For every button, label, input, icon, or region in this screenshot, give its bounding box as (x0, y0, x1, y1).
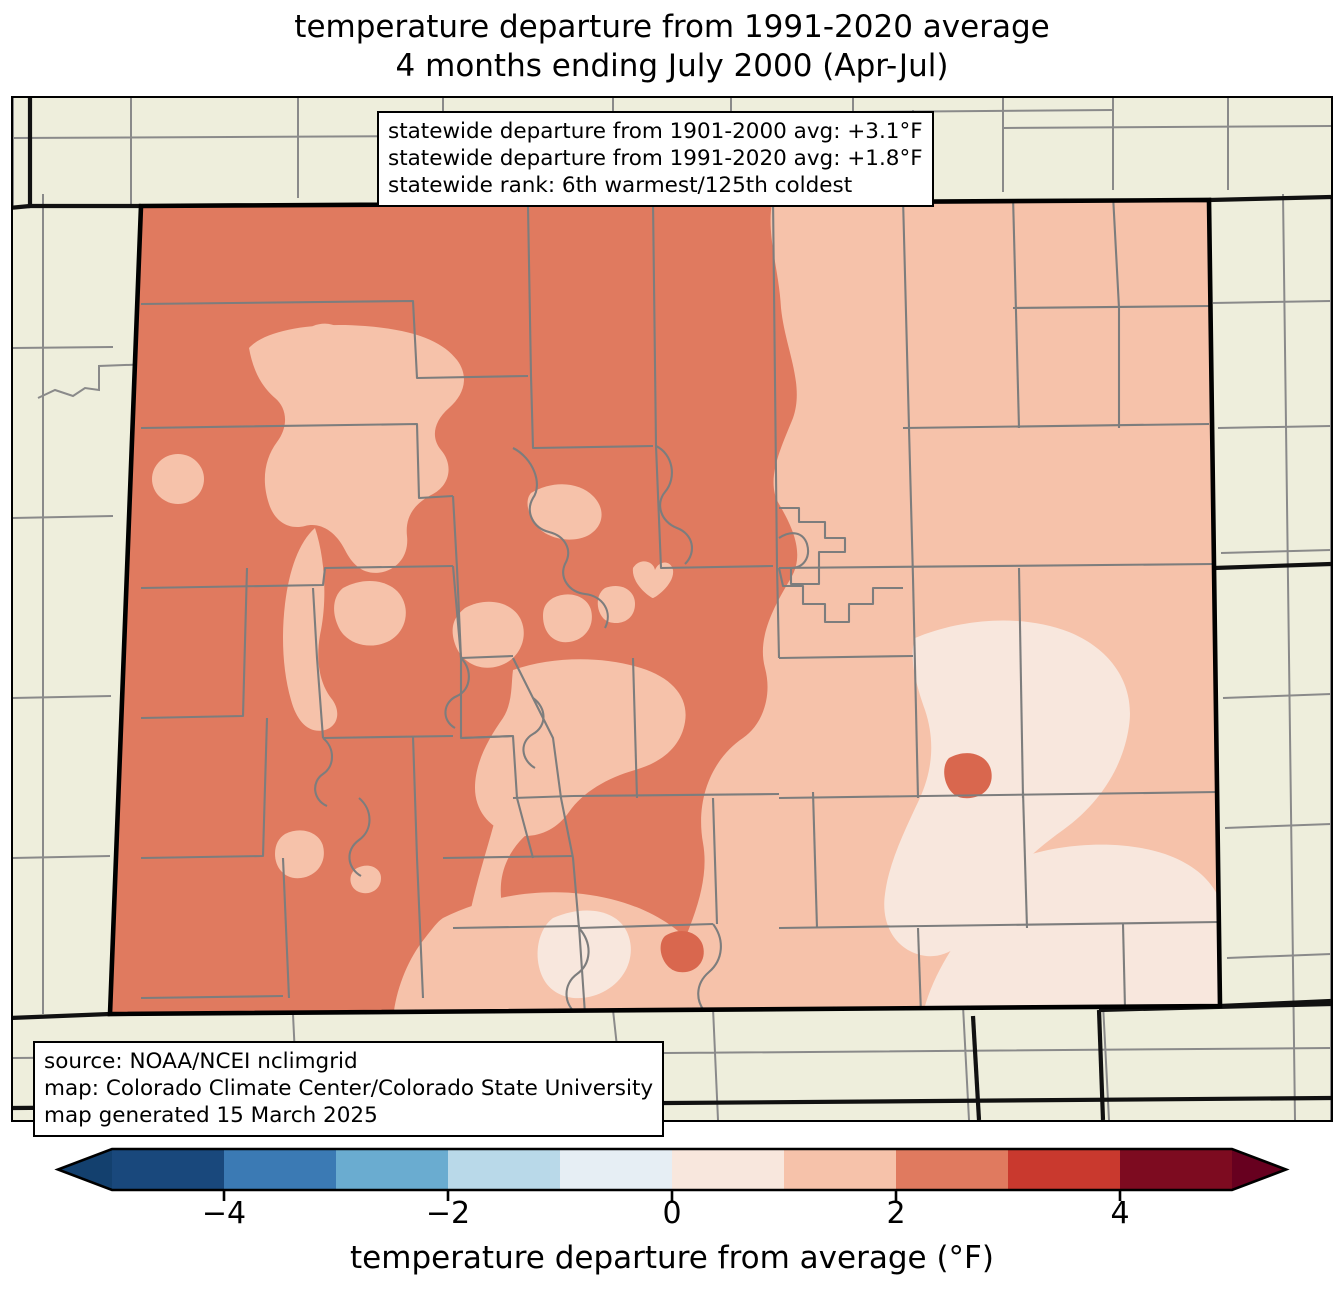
contour-band-darker-spots (660, 753, 992, 973)
colorbar-axis-label: temperature departure from average (°F) (350, 1240, 994, 1276)
colorbar-band-5 (672, 1149, 785, 1190)
title-line-1: temperature departure from 1991-2020 ave… (294, 9, 1050, 45)
colorbar-band-8 (1008, 1149, 1121, 1190)
title-line-2: 4 months ending July 2000 (Apr-Jul) (395, 48, 949, 84)
map-generated-line: map generated 15 March 2025 (44, 1103, 378, 1128)
stats-line-1991-2020: statewide departure from 1991-2020 avg: … (388, 146, 923, 171)
colorbar-under-arrow (58, 1149, 112, 1190)
colorbar-band-3 (448, 1149, 561, 1190)
colorbar-band-9 (1120, 1149, 1233, 1190)
colorbar-swatches (54, 1147, 1290, 1201)
statewide-stats-box: statewide departure from 1901-2000 avg: … (377, 111, 934, 207)
source-credit-box: source: NOAA/NCEI nclimgrid map: Colorad… (33, 1041, 665, 1137)
colorado-temperature-map (13, 98, 1331, 1120)
temperature-contour-fills (110, 200, 1220, 1014)
stats-line-1901-2000: statewide departure from 1901-2000 avg: … (388, 119, 923, 144)
contour-band-1to2 (152, 200, 1220, 1014)
colorbar-band-2 (336, 1149, 449, 1190)
colorbar-band-4 (560, 1149, 673, 1190)
colorbar-tick-label-0: −4 (201, 1196, 247, 1231)
stats-line-rank: statewide rank: 6th warmest/125th coldes… (388, 173, 853, 198)
map-panel (11, 96, 1333, 1122)
colorbar-outline (54, 1147, 1290, 1192)
contour-band-0to1 (537, 620, 1220, 1014)
map-credit-line: map: Colorado Climate Center/Colorado St… (44, 1076, 654, 1101)
colorbar-band-7 (896, 1149, 1009, 1190)
colorbar (0, 1138, 1344, 1208)
figure-title: temperature departure from 1991-2020 ave… (0, 8, 1344, 86)
source-line: source: NOAA/NCEI nclimgrid (44, 1049, 358, 1074)
colorbar-band-0 (112, 1149, 225, 1190)
colorbar-tick-label-1: −2 (425, 1196, 471, 1231)
colorbar-band-1 (224, 1149, 337, 1190)
colorbar-over-arrow (1232, 1149, 1286, 1190)
colorado-county-lines (140, 200, 1220, 1014)
colorbar-tick-label-3: 2 (886, 1196, 906, 1231)
colorbar-band-6 (784, 1149, 897, 1190)
colorbar-tick-label-2: 0 (662, 1196, 682, 1231)
colorbar-tick-label-4: 4 (1110, 1196, 1130, 1231)
colorbar-tick-labels: −4 −2 0 2 4 (0, 1196, 1344, 1236)
